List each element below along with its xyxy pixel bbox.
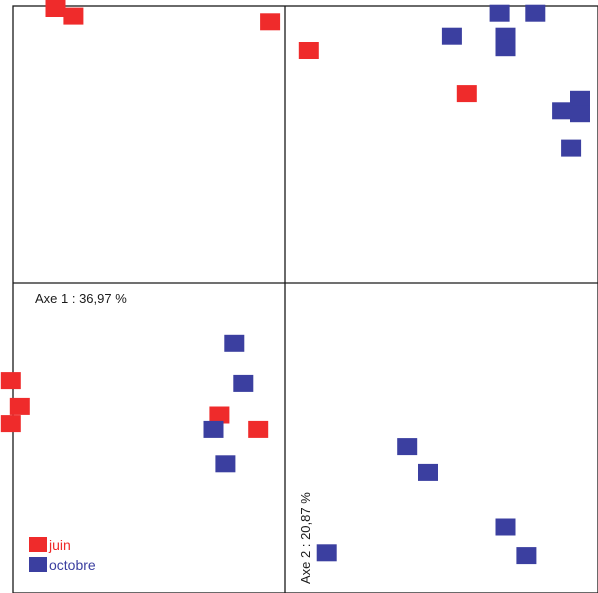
point-juin-1 — [63, 7, 84, 25]
legend-swatch-octobre — [29, 557, 47, 572]
point-octobre-9 — [224, 334, 245, 352]
data-points — [0, 0, 590, 565]
plot-frame — [12, 5, 598, 593]
point-juin-0 — [45, 0, 66, 17]
legend-label-juin: juin — [48, 537, 71, 553]
point-juin-9 — [248, 420, 269, 438]
point-octobre-4 — [495, 39, 516, 57]
x-axis-label: Axe 1 : 36,97 % — [35, 291, 127, 306]
point-octobre-12 — [215, 455, 236, 473]
point-octobre-7 — [570, 105, 590, 123]
point-octobre-11 — [203, 420, 224, 438]
point-octobre-6 — [570, 90, 590, 108]
point-octobre-5 — [552, 102, 573, 120]
point-juin-4 — [456, 85, 477, 103]
legend-swatch-juin — [29, 537, 47, 552]
point-octobre-1 — [525, 4, 546, 22]
point-octobre-10 — [233, 374, 254, 392]
point-octobre-17 — [516, 547, 537, 565]
point-juin-6 — [9, 397, 30, 415]
point-octobre-0 — [489, 4, 510, 22]
point-octobre-15 — [495, 518, 516, 536]
y-axis-label: Axe 2 : 20,87 % — [298, 492, 313, 584]
point-juin-5 — [0, 372, 21, 390]
point-juin-7 — [0, 415, 21, 433]
point-octobre-13 — [397, 438, 418, 456]
point-octobre-14 — [418, 463, 438, 481]
point-octobre-2 — [441, 27, 462, 45]
point-octobre-8 — [561, 139, 582, 157]
point-octobre-16 — [316, 544, 337, 562]
legend-label-octobre: octobre — [49, 557, 96, 573]
point-juin-2 — [260, 13, 281, 31]
legend: juin octobre — [29, 537, 96, 573]
point-juin-3 — [298, 42, 319, 59]
point-juin-8 — [209, 406, 230, 424]
